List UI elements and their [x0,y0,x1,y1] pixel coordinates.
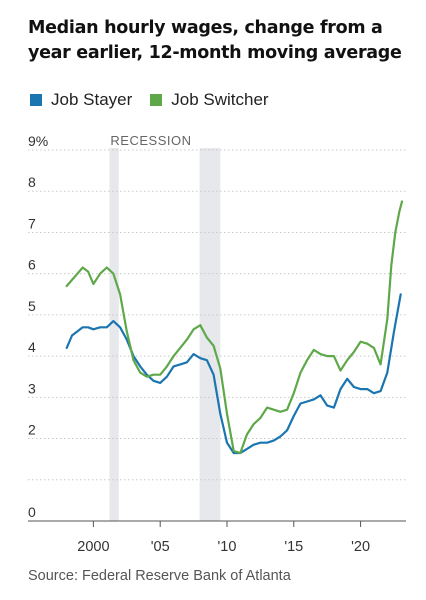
legend-label-stayer: Job Stayer [51,90,133,109]
legend-swatch-switcher [150,94,163,106]
recession-band-1 [199,148,221,521]
y-tick-label-4: 4 [28,339,36,355]
y-tick-label-6: 6 [28,257,36,273]
recession-label: RECESSION [110,133,191,148]
source-note: Source: Federal Reserve Bank of Atlanta [28,568,291,584]
y-tick-label-0: 0 [28,504,36,520]
x-tick-label-2015: '15 [284,539,303,555]
legend-label-switcher: Job Switcher [171,90,269,109]
y-tick-label-2: 2 [28,422,36,438]
y-tick-label-3: 3 [28,380,36,396]
series-line-switcher [65,200,404,455]
recession-band-0 [109,148,119,521]
legend-swatch-stayer [30,94,42,106]
x-tick-label-2005: '05 [151,539,170,555]
legend-item-stayer: Job Stayer [30,90,132,110]
y-tick-label-7: 7 [28,215,36,231]
chart-title: Median hourly wages, change from a year … [28,18,402,63]
x-tick-label-2020: '20 [351,539,370,555]
y-tick-label-9: 9% [28,133,48,149]
chart-legend: Job Stayer Job Switcher [30,90,269,110]
y-tick-label-5: 5 [28,298,36,314]
x-tick-label-2000: 2000 [77,539,109,555]
y-tick-label-8: 8 [28,174,36,190]
series-line-stayer [65,293,402,455]
x-tick-label-2010: '10 [218,539,237,555]
legend-item-switcher: Job Switcher [150,90,269,110]
